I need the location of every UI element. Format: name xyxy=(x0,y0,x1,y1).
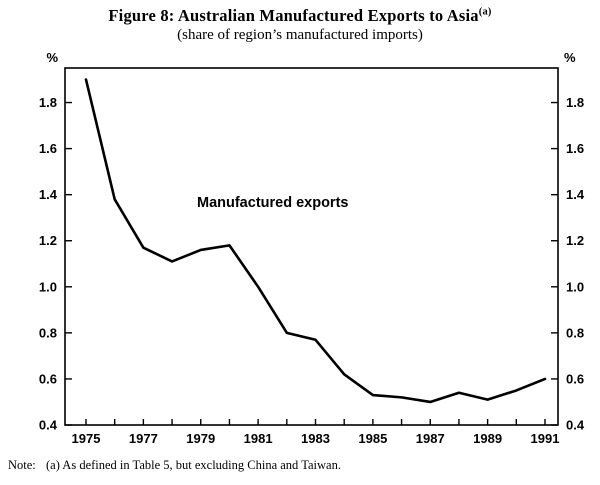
y-tick-label-right: 1.8 xyxy=(566,95,584,110)
y-tick-label-right: 1.6 xyxy=(566,141,584,156)
footnote-text: (a) As defined in Table 5, but excluding… xyxy=(46,458,341,472)
y-tick-label-right: 1.4 xyxy=(566,187,585,202)
y-tick-label-left: 1.8 xyxy=(39,95,57,110)
footnote-label: Note: xyxy=(8,458,36,472)
chart-title-text: Figure 8: Australian Manufactured Export… xyxy=(108,6,479,25)
y-tick-label-left: 0.4 xyxy=(39,418,58,433)
y-tick-label-left: 1.2 xyxy=(39,233,57,248)
chart-subtitle: (share of region’s manufactured imports) xyxy=(177,27,423,43)
x-tick-label: 1985 xyxy=(358,431,387,446)
y-tick-label-right: 0.6 xyxy=(566,371,584,386)
x-tick-label: 1981 xyxy=(244,431,273,446)
chart-title-footnote-marker: (a) xyxy=(478,6,492,18)
y-tick-label-right: 1.0 xyxy=(566,279,584,294)
y-axis-ticks: 0.4 0.4 0.6 0.6 0.8 0.8 1.0 1.0 1.2 1.2 1.4 1.4 1.6 1… xyxy=(39,95,585,432)
x-tick-label: 1991 xyxy=(531,431,560,446)
x-axis-ticks: 1975 1977 1979 1981 1983 1985 1987 1989 1991 xyxy=(72,419,560,446)
x-tick-label: 1983 xyxy=(301,431,330,446)
y-tick-label-left: 1.6 xyxy=(39,141,57,156)
footnote: Note: (a) As defined in Table 5, but excl… xyxy=(8,458,592,473)
chart-title: Figure 8: Australian Manufactured Export… xyxy=(0,6,600,26)
y-tick-label-right: 0.8 xyxy=(566,325,584,340)
y-axis-unit-right: % xyxy=(564,50,576,65)
y-tick-label-left: 1.4 xyxy=(39,187,58,202)
x-tick-label: 1989 xyxy=(473,431,502,446)
x-tick-label: 1979 xyxy=(186,431,215,446)
plot-frame xyxy=(64,67,559,426)
x-tick-label: 1977 xyxy=(129,431,158,446)
y-tick-label-left: 0.6 xyxy=(39,371,57,386)
x-tick-label: 1975 xyxy=(72,431,101,446)
y-tick-label-right: 0.4 xyxy=(566,418,585,433)
y-tick-label-left: 0.8 xyxy=(39,325,57,340)
manufactured-exports-line xyxy=(84,78,547,404)
y-tick-label-left: 1.0 xyxy=(39,279,57,294)
x-tick-label: 1987 xyxy=(416,431,445,446)
series-annotation-label: Manufactured exports xyxy=(197,195,349,211)
y-tick-label-right: 1.2 xyxy=(566,233,584,248)
y-axis-unit-left: % xyxy=(46,50,58,65)
